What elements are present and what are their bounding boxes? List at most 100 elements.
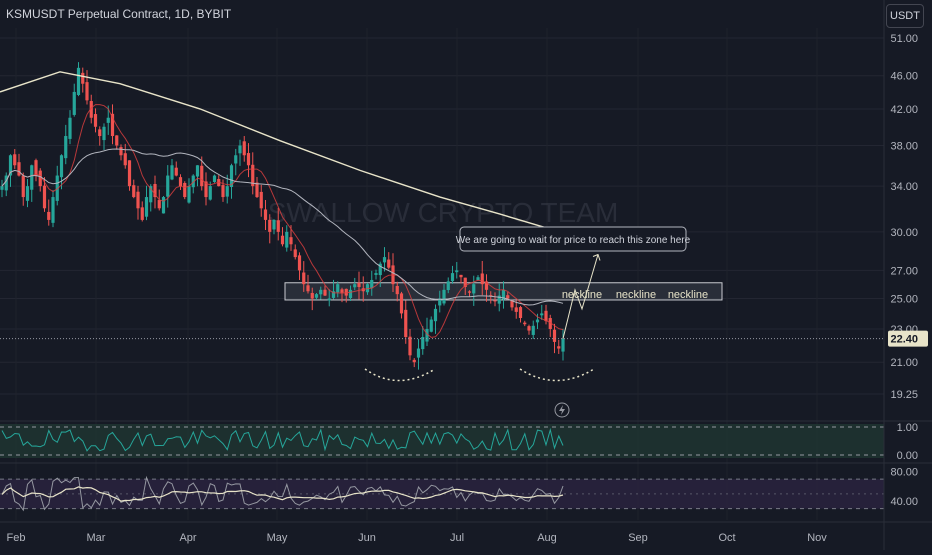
candle-body [480, 273, 484, 285]
candle-body [450, 273, 455, 282]
price-tick-label: 25.00 [890, 294, 918, 306]
candle-body [64, 136, 68, 159]
candle-body [127, 160, 132, 187]
candle-body [259, 191, 263, 209]
price-tick-label: 30.00 [890, 227, 918, 239]
candles-group [0, 62, 565, 370]
candle-body [225, 186, 229, 197]
candle-body [323, 289, 327, 296]
candle-body [187, 186, 191, 203]
neckline-label: neckline [562, 289, 602, 301]
candle-body [144, 197, 149, 217]
candle-body [472, 284, 476, 294]
watermark-text: SWALLOW CRYPTO TEAM [268, 197, 619, 228]
candle-body [497, 295, 501, 304]
neckline-label: neckline [668, 289, 708, 301]
candle-body [544, 310, 548, 322]
candle-body [204, 181, 208, 198]
candle-body [421, 336, 425, 350]
candle-body [523, 322, 527, 325]
ma-long-line [0, 71, 561, 233]
candle-body [140, 207, 144, 220]
time-tick-label: Nov [807, 532, 827, 544]
candle-body [378, 263, 382, 276]
candle-body [59, 155, 64, 178]
candle-body [416, 348, 421, 358]
candle-body [106, 117, 110, 123]
candle-body [501, 289, 506, 300]
price-tick-label: 21.00 [890, 357, 918, 369]
candle-body [81, 72, 85, 84]
candle-body [272, 219, 276, 230]
candle-body [229, 165, 234, 188]
candle-body [30, 165, 34, 190]
candle-body [276, 220, 280, 232]
candle-body [136, 191, 140, 209]
candle-body [191, 175, 195, 188]
candle-body [280, 235, 285, 245]
candle-body [149, 186, 153, 203]
oscillator1-pane [0, 424, 884, 458]
candle-body [242, 141, 246, 156]
current-price-badge [888, 330, 928, 347]
candle-body [119, 147, 123, 156]
candle-body [174, 167, 178, 176]
candle-body [340, 289, 344, 293]
candle-body [102, 126, 106, 141]
candle-body [412, 359, 416, 363]
candle-body [552, 329, 557, 342]
candle-body [310, 292, 314, 299]
projection-arrow [562, 254, 599, 339]
candle-body [297, 255, 302, 271]
candle-body [285, 231, 289, 248]
callout-text: We are going to wait for price to reach … [456, 235, 691, 246]
rsi-tick-label: 80.00 [890, 467, 918, 479]
oscillator1-tick-label: 1.00 [897, 422, 918, 434]
candle-body [353, 284, 357, 288]
candle-body [370, 279, 374, 289]
candle-body [527, 326, 531, 331]
candle-body [34, 160, 38, 176]
candle-body [93, 114, 98, 127]
candle-body [493, 300, 497, 302]
candle-body [314, 294, 319, 298]
candle-body [540, 313, 544, 316]
candle-body [268, 219, 272, 232]
candle-body [68, 117, 72, 139]
candle-body [115, 135, 119, 146]
time-tick-label: Apr [179, 532, 196, 544]
lightning-icon [554, 402, 570, 418]
candle-body [446, 281, 450, 291]
candle-body [548, 318, 552, 329]
candle-body [25, 186, 30, 201]
candle-body [319, 289, 323, 295]
candle-body [467, 291, 472, 293]
candle-body [408, 336, 412, 356]
price-tick-label: 27.00 [890, 265, 918, 277]
candle-body [463, 277, 467, 287]
ema-line [1, 104, 564, 338]
currency-button[interactable]: USDT [886, 4, 924, 28]
candle-body [348, 289, 353, 299]
candle-body [514, 307, 518, 312]
candle-body [13, 154, 17, 166]
candle-body [161, 197, 166, 214]
candle-body [47, 211, 51, 220]
candle-body [306, 285, 310, 292]
neckline-label: neckline [616, 289, 656, 301]
callout-box [459, 226, 687, 252]
price-tick-label: 51.00 [890, 33, 918, 45]
candle-body [208, 186, 212, 200]
time-tick-label: Mar [87, 532, 106, 544]
candle-body [251, 164, 255, 187]
candle-body [8, 155, 13, 176]
candle-body [429, 319, 433, 332]
candle-body [238, 145, 242, 154]
candle-body [510, 300, 514, 308]
candle-body [4, 175, 8, 191]
candle-body [85, 82, 89, 101]
candle-body [178, 177, 183, 187]
candle-body [459, 274, 463, 278]
